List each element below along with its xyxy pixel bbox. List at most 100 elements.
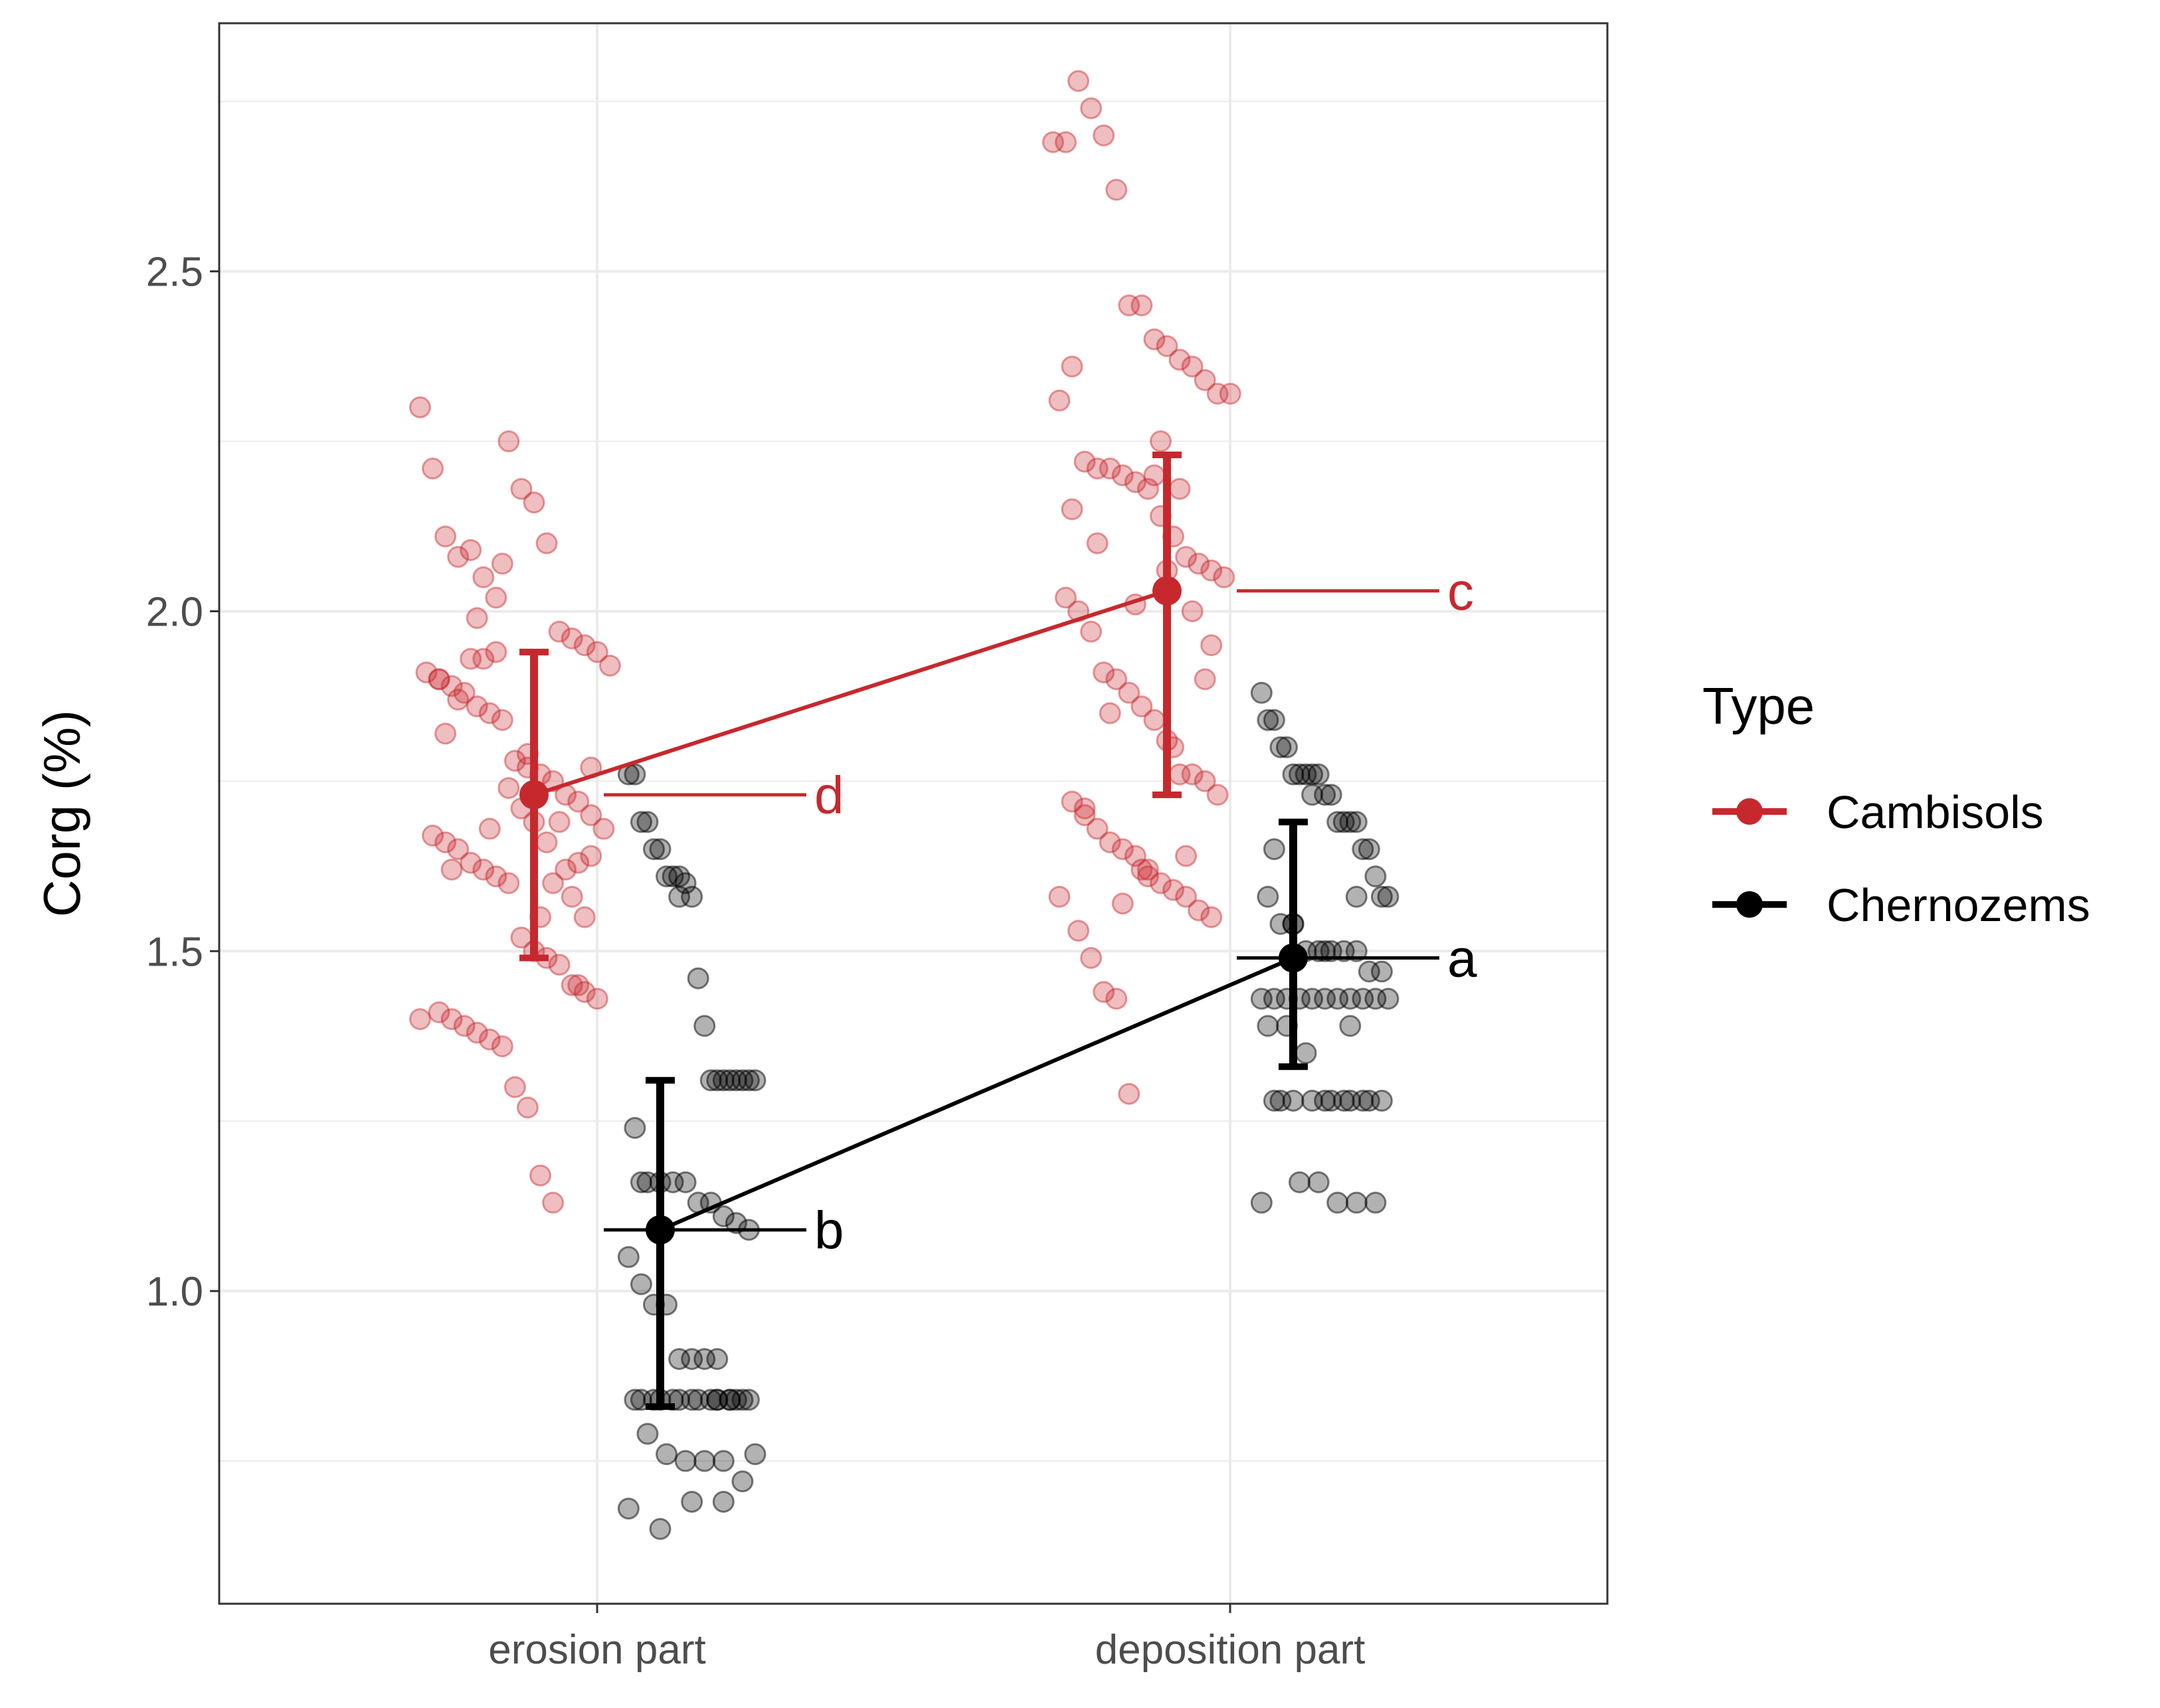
data-point-chernozems <box>1289 1171 1311 1193</box>
data-point-cambisols <box>497 430 520 453</box>
data-point-chernozems <box>1345 885 1368 908</box>
data-point-cambisols <box>460 647 482 670</box>
significance-letter: b <box>814 1201 844 1260</box>
data-point-chernozems <box>656 1443 678 1466</box>
data-point-cambisols <box>1067 70 1090 92</box>
data-point-cambisols <box>1048 885 1071 908</box>
data-point-chernozems <box>687 1389 709 1411</box>
data-point-chernozems <box>1301 784 1324 806</box>
axes: 1.0 1.5 2.0 2.5 erosion part deposition part <box>146 250 1366 1673</box>
data-point-cambisols <box>422 824 444 847</box>
data-point-cambisols <box>434 723 457 745</box>
data-point-cambisols <box>1048 389 1071 412</box>
data-point-chernozems <box>1364 865 1387 888</box>
data-point-cambisols <box>1099 457 1121 479</box>
y-tick-label: 2.0 <box>146 589 203 635</box>
data-point-cambisols <box>548 954 571 976</box>
data-point-cambisols <box>1086 457 1109 479</box>
data-point-cambisols <box>1188 899 1210 922</box>
data-point-cambisols <box>1188 553 1210 575</box>
data-point-chernozems <box>1352 838 1374 861</box>
data-point-cambisols <box>472 566 495 588</box>
data-point-cambisols <box>1213 566 1235 588</box>
data-point-cambisols <box>1136 858 1159 881</box>
data-point-cambisols <box>447 689 470 711</box>
data-point-cambisols <box>1086 532 1109 555</box>
data-point-cambisols <box>1086 817 1109 840</box>
data-point-chernozems <box>1345 940 1368 962</box>
data-point-cambisols <box>1093 661 1115 684</box>
data-point-cambisols <box>586 987 608 1010</box>
legend-label-cambisols: Cambisols <box>1827 786 2044 838</box>
data-point-cambisols <box>1162 879 1185 901</box>
data-point-cambisols <box>1055 586 1077 609</box>
data-point-chernozems <box>617 1246 640 1268</box>
data-point-cambisols <box>1168 477 1191 500</box>
data-point-cambisols <box>1111 838 1134 861</box>
data-point-cambisols <box>478 702 501 725</box>
legend-title: Type <box>1702 677 1815 735</box>
data-point-chernozems <box>1263 709 1285 731</box>
summary-layer: d c b a <box>519 452 1477 1410</box>
plot-panel-border <box>218 22 1609 1605</box>
data-point-chernozems <box>725 1389 747 1411</box>
data-point-cambisols <box>573 634 596 657</box>
data-point-cambisols <box>1181 600 1204 622</box>
data-point-cambisols <box>1080 620 1103 643</box>
data-point-chernozems <box>1257 709 1279 731</box>
data-point-chernozems <box>1275 736 1298 758</box>
data-point-chernozems <box>1307 1171 1330 1193</box>
data-point-chernozems <box>1257 885 1279 908</box>
data-point-chernozems <box>725 1212 747 1235</box>
data-point-cambisols <box>567 974 590 996</box>
data-point-cambisols <box>1168 349 1191 371</box>
data-point-cambisols <box>472 858 495 881</box>
data-point-chernozems <box>1358 838 1380 861</box>
data-point-cambisols <box>1156 335 1178 357</box>
data-point-cambisols <box>1105 668 1128 691</box>
data-point-chernozems <box>642 838 665 861</box>
data-point-chernozems <box>1269 1089 1292 1112</box>
data-point-cambisols <box>1175 546 1198 568</box>
significance-letter: a <box>1447 929 1477 988</box>
mean-point-cambisols <box>519 780 549 810</box>
mean-point-cambisols <box>1152 576 1182 606</box>
data-point-cambisols <box>453 1015 476 1037</box>
data-point-cambisols <box>535 532 558 555</box>
data-point-cambisols <box>415 661 438 684</box>
data-points <box>408 70 1399 1540</box>
data-point-cambisols <box>428 1001 450 1023</box>
data-point-cambisols <box>1105 179 1128 201</box>
data-point-chernozems <box>712 1205 735 1228</box>
data-point-chernozems <box>668 885 691 908</box>
data-point-chernozems <box>630 1171 652 1193</box>
data-point-chernozems <box>1370 885 1393 908</box>
data-point-chernozems <box>712 1450 735 1472</box>
data-point-cambisols <box>1181 763 1204 786</box>
data-point-cambisols <box>1105 987 1128 1010</box>
data-point-cambisols <box>542 1191 565 1214</box>
data-point-cambisols <box>1175 845 1198 867</box>
data-point-cambisols <box>466 607 488 630</box>
data-point-chernozems <box>731 1470 754 1493</box>
data-point-cambisols <box>1149 872 1172 895</box>
data-point-chernozems <box>624 1116 646 1139</box>
data-point-cambisols <box>580 804 602 827</box>
data-point-cambisols <box>1111 464 1134 487</box>
data-point-cambisols <box>555 858 577 881</box>
data-point-cambisols <box>1073 450 1096 473</box>
data-point-cambisols <box>497 872 520 895</box>
data-point-chernozems <box>693 1015 716 1037</box>
data-point-chernozems <box>712 1490 735 1513</box>
data-point-cambisols <box>561 974 583 996</box>
data-point-chernozems <box>706 1347 729 1370</box>
data-point-chernozems <box>1307 763 1330 786</box>
data-point-cambisols <box>573 981 596 1003</box>
y-tick-label: 1.0 <box>146 1269 203 1315</box>
data-point-cambisols <box>440 675 463 697</box>
data-point-cambisols <box>428 668 450 691</box>
data-point-chernozems <box>737 1069 760 1092</box>
data-point-cambisols <box>1136 865 1159 888</box>
data-point-chernozems <box>1377 885 1399 908</box>
data-point-cambisols <box>580 845 602 867</box>
